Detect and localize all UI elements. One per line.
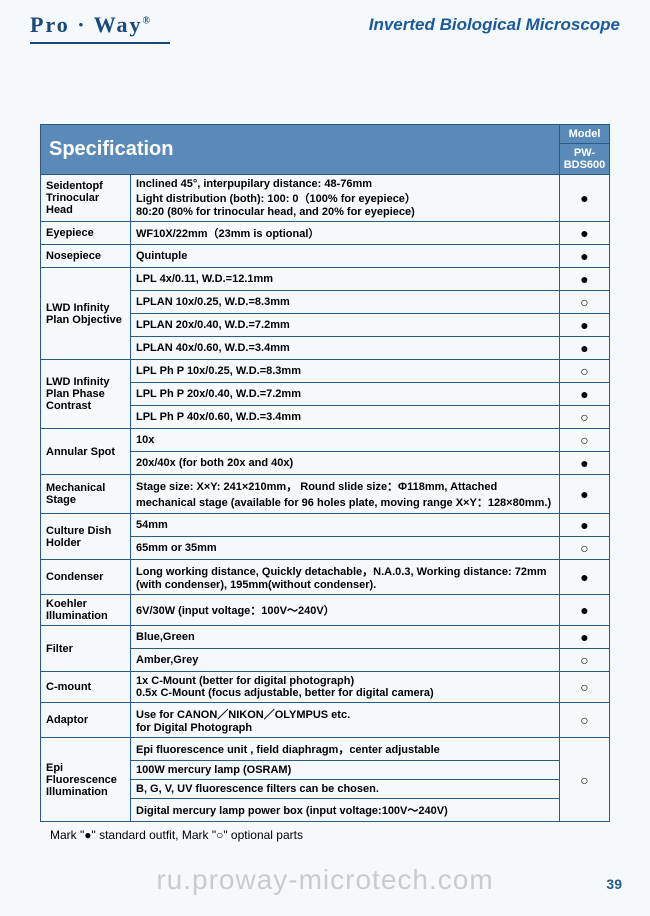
spec-description: 6V/30W (input voltage：100V～240V）	[131, 595, 560, 626]
spec-category: Nosepiece	[41, 245, 131, 268]
spec-category: Filter	[41, 626, 131, 672]
model-value: PW-BDS600	[560, 144, 610, 175]
spec-category: Seidentopf Trinocular Head	[41, 175, 131, 222]
spec-description: Stage size: X×Y: 241×210mm， Round slide …	[131, 475, 560, 514]
spec-mark: ●	[560, 595, 610, 626]
spec-table: Specification Model PW-BDS600 Seidentopf…	[40, 124, 610, 822]
spec-mark: ●	[560, 626, 610, 649]
spec-description: LPLAN 10x/0.25, W.D.=8.3mm	[131, 291, 560, 314]
spec-description: Epi fluorescence unit , field diaphragm，…	[131, 738, 560, 761]
spec-mark: ●	[560, 514, 610, 537]
spec-category: Eyepiece	[41, 222, 131, 245]
logo: Pro · Way®	[30, 12, 152, 38]
spec-category: Adaptor	[41, 703, 131, 738]
logo-text: Pro · Way	[30, 12, 143, 37]
spec-description: Amber,Grey	[131, 649, 560, 672]
spec-description: LPLAN 40x/0.60, W.D.=3.4mm	[131, 337, 560, 360]
spec-description: LPL Ph P 10x/0.25, W.D.=8.3mm	[131, 360, 560, 383]
spec-mark: ○	[560, 738, 610, 822]
spec-category: Mechanical Stage	[41, 475, 131, 514]
spec-description: LPL Ph P 20x/0.40, W.D.=7.2mm	[131, 383, 560, 406]
spec-category: Epi Fluorescence Illumination	[41, 738, 131, 822]
spec-mark: ●	[560, 175, 610, 222]
spec-description: Digital mercury lamp power box (input vo…	[131, 799, 560, 822]
spec-description: LPLAN 20x/0.40, W.D.=7.2mm	[131, 314, 560, 337]
spec-mark: ●	[560, 314, 610, 337]
spec-description: Use for CANON／NIKON／OLYMPUS etc. for Dig…	[131, 703, 560, 738]
spec-description: 10x	[131, 429, 560, 452]
spec-mark: ○	[560, 537, 610, 560]
spec-category: Condenser	[41, 560, 131, 595]
spec-mark: ●	[560, 337, 610, 360]
logo-reg: ®	[143, 16, 152, 27]
spec-mark: ●	[560, 268, 610, 291]
spec-mark: ●	[560, 245, 610, 268]
spec-header: Specification	[41, 125, 560, 175]
spec-mark: ○	[560, 672, 610, 703]
spec-mark: ●	[560, 222, 610, 245]
spec-mark: ○	[560, 429, 610, 452]
footer-note: Mark "●" standard outfit, Mark "○" optio…	[40, 828, 610, 842]
spec-description: Long working distance, Quickly detachabl…	[131, 560, 560, 595]
spec-description: 1x C-Mount (better for digital photograp…	[131, 672, 560, 703]
spec-mark: ○	[560, 406, 610, 429]
spec-category: Annular Spot	[41, 429, 131, 475]
spec-description: B, G, V, UV fluorescence filters can be …	[131, 780, 560, 799]
spec-description: WF10X/22mm（23mm is optional）	[131, 222, 560, 245]
spec-mark: ○	[560, 360, 610, 383]
spec-description: 100W mercury lamp (OSRAM)	[131, 761, 560, 780]
spec-description: LPL Ph P 40x/0.60, W.D.=3.4mm	[131, 406, 560, 429]
spec-description: 65mm or 35mm	[131, 537, 560, 560]
spec-category: Koehler Illumination	[41, 595, 131, 626]
page-title: Inverted Biological Microscope	[369, 15, 620, 35]
spec-description: Quintuple	[131, 245, 560, 268]
watermark: ru.proway-microtech.com	[156, 864, 493, 896]
spec-mark: ●	[560, 560, 610, 595]
spec-mark: ○	[560, 703, 610, 738]
model-header: Model	[560, 125, 610, 144]
spec-category: LWD Infinity Plan Phase Contrast	[41, 360, 131, 429]
spec-description: 54mm	[131, 514, 560, 537]
spec-mark: ●	[560, 452, 610, 475]
spec-category: LWD Infinity Plan Objective	[41, 268, 131, 360]
spec-description: Inclined 45°, interpupilary distance: 48…	[131, 175, 560, 222]
spec-description: Blue,Green	[131, 626, 560, 649]
spec-mark: ●	[560, 383, 610, 406]
spec-description: LPL 4x/0.11, W.D.=12.1mm	[131, 268, 560, 291]
spec-description: 20x/40x (for both 20x and 40x)	[131, 452, 560, 475]
spec-category: Culture Dish Holder	[41, 514, 131, 560]
page-number: 39	[606, 876, 622, 892]
spec-category: C-mount	[41, 672, 131, 703]
spec-mark: ●	[560, 475, 610, 514]
spec-mark: ○	[560, 291, 610, 314]
spec-mark: ○	[560, 649, 610, 672]
